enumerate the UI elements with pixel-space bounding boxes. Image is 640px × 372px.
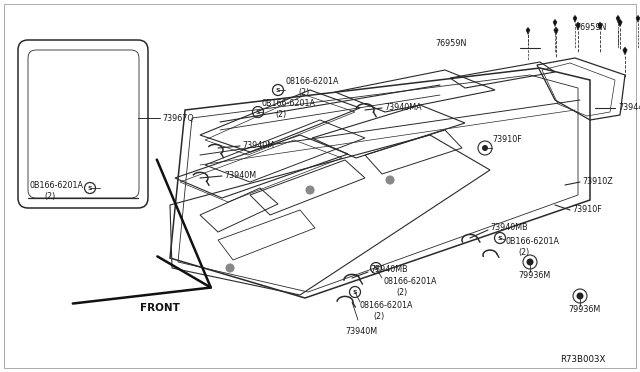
- Text: 73967Q: 73967Q: [162, 113, 194, 122]
- Text: (2): (2): [373, 312, 384, 321]
- Text: 73910F: 73910F: [492, 135, 522, 144]
- Text: 76959N: 76959N: [575, 23, 606, 32]
- Text: S: S: [276, 87, 280, 93]
- Polygon shape: [623, 47, 627, 55]
- Text: S: S: [88, 186, 92, 190]
- Text: 73944M: 73944M: [618, 103, 640, 112]
- Text: (2): (2): [275, 110, 286, 119]
- Text: (2): (2): [518, 247, 529, 257]
- Text: 08166-6201A: 08166-6201A: [360, 301, 413, 311]
- Text: 73910Z: 73910Z: [582, 177, 612, 186]
- Circle shape: [306, 186, 314, 194]
- Polygon shape: [616, 15, 620, 22]
- Text: (2): (2): [44, 192, 55, 201]
- Text: S: S: [374, 266, 378, 270]
- Polygon shape: [618, 19, 622, 27]
- Text: 73940M: 73940M: [224, 171, 256, 180]
- Text: 73940M: 73940M: [345, 327, 377, 337]
- Text: (2): (2): [298, 87, 309, 96]
- Text: 73910F: 73910F: [572, 205, 602, 215]
- Polygon shape: [526, 27, 530, 35]
- Text: 79936M: 79936M: [518, 270, 550, 279]
- Circle shape: [482, 145, 488, 151]
- Text: 0B166-6201A: 0B166-6201A: [30, 180, 84, 189]
- Text: 08166-6201A: 08166-6201A: [383, 278, 436, 286]
- Circle shape: [386, 176, 394, 184]
- Circle shape: [527, 259, 534, 266]
- Text: 73940MB: 73940MB: [490, 224, 527, 232]
- Text: 0B166-6201A: 0B166-6201A: [262, 99, 316, 109]
- Text: 73940MB: 73940MB: [370, 266, 408, 275]
- Text: 73940MA: 73940MA: [384, 103, 422, 112]
- Polygon shape: [553, 19, 557, 26]
- Polygon shape: [636, 15, 640, 22]
- Text: 73940M: 73940M: [242, 141, 274, 151]
- Text: S: S: [353, 289, 357, 295]
- Text: S: S: [498, 235, 502, 241]
- Text: (2): (2): [396, 289, 407, 298]
- Text: R73B003X: R73B003X: [560, 356, 605, 365]
- Text: S: S: [256, 109, 260, 115]
- Circle shape: [577, 292, 584, 299]
- Text: 76959N: 76959N: [435, 39, 467, 48]
- Polygon shape: [598, 22, 602, 30]
- Polygon shape: [576, 22, 580, 30]
- Circle shape: [226, 264, 234, 272]
- Text: FRONT: FRONT: [140, 303, 180, 313]
- Text: 0B166-6201A: 0B166-6201A: [505, 237, 559, 247]
- Text: 79936M: 79936M: [568, 305, 600, 314]
- Text: 08166-6201A: 08166-6201A: [285, 77, 339, 87]
- Polygon shape: [554, 27, 558, 35]
- Polygon shape: [573, 15, 577, 22]
